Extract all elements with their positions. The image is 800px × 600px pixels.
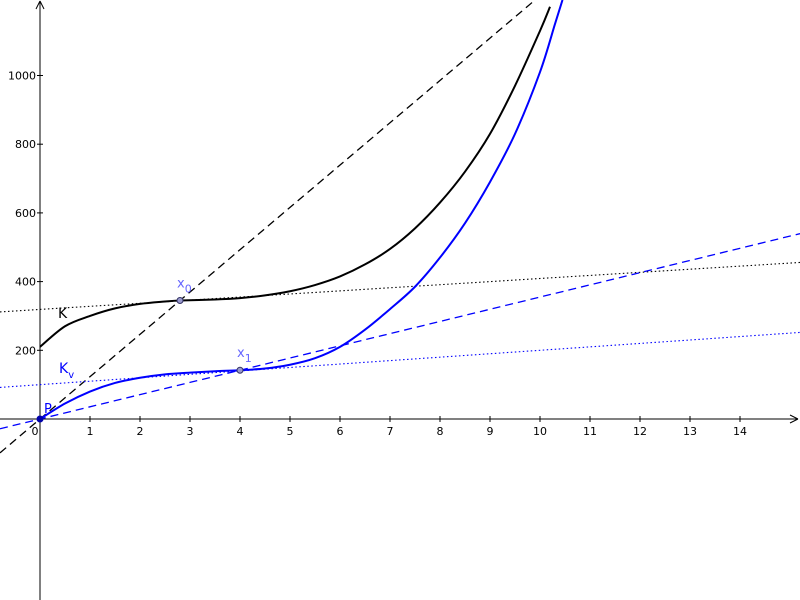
y-tick-label: 800 bbox=[15, 138, 36, 151]
point-label-x1: x1 bbox=[237, 346, 252, 365]
curve-Kv bbox=[39, 0, 564, 420]
secant-K-line bbox=[0, 0, 537, 454]
x-tick-label: 1 bbox=[87, 425, 94, 438]
curve-K bbox=[39, 6, 551, 348]
x-tick-label: 5 bbox=[287, 425, 294, 438]
point-P[interactable] bbox=[36, 415, 44, 423]
x-tick-label: 0 bbox=[32, 425, 39, 438]
x-tick-label: 4 bbox=[237, 425, 244, 438]
tangent-Kv-line bbox=[0, 331, 800, 388]
curve-labels: K Kv bbox=[58, 306, 74, 381]
x-tick-label: 8 bbox=[437, 425, 444, 438]
x-tick-label: 6 bbox=[337, 425, 344, 438]
point-label-P: P bbox=[44, 402, 52, 417]
point-x0[interactable] bbox=[176, 296, 184, 304]
y-tick-label: 1000 bbox=[8, 70, 36, 83]
secant-Kv-line bbox=[0, 233, 800, 430]
curve-label-Kv: Kv bbox=[59, 361, 74, 381]
point-label-x0: x0 bbox=[177, 276, 192, 295]
x-tick-label: 2 bbox=[137, 425, 144, 438]
y-tick-label: 600 bbox=[15, 207, 36, 220]
x-tick-label: 7 bbox=[387, 425, 394, 438]
y-axis-arrow bbox=[35, 0, 45, 10]
curve-label-Kv-main: K bbox=[59, 361, 69, 377]
x-tick-label: 14 bbox=[733, 425, 747, 438]
marked-points: x0 x1 P bbox=[36, 276, 252, 423]
x-axis-arrow bbox=[789, 414, 799, 424]
curves bbox=[39, 0, 564, 420]
curve-label-K: K bbox=[58, 306, 68, 322]
y-tick-label: 400 bbox=[15, 276, 36, 289]
x-tick-label: 9 bbox=[487, 425, 494, 438]
x-tick-label: 13 bbox=[683, 425, 697, 438]
point-x1[interactable] bbox=[236, 366, 244, 374]
tangent-K-line bbox=[0, 261, 800, 313]
x-tick-label: 10 bbox=[533, 425, 547, 438]
x-tick-label: 11 bbox=[583, 425, 597, 438]
curve-label-Kv-sub: v bbox=[68, 370, 74, 381]
reference-lines bbox=[0, 0, 800, 454]
y-tick-label: 200 bbox=[15, 344, 36, 357]
x-tick-label: 3 bbox=[187, 425, 194, 438]
x-tick-label: 12 bbox=[633, 425, 647, 438]
